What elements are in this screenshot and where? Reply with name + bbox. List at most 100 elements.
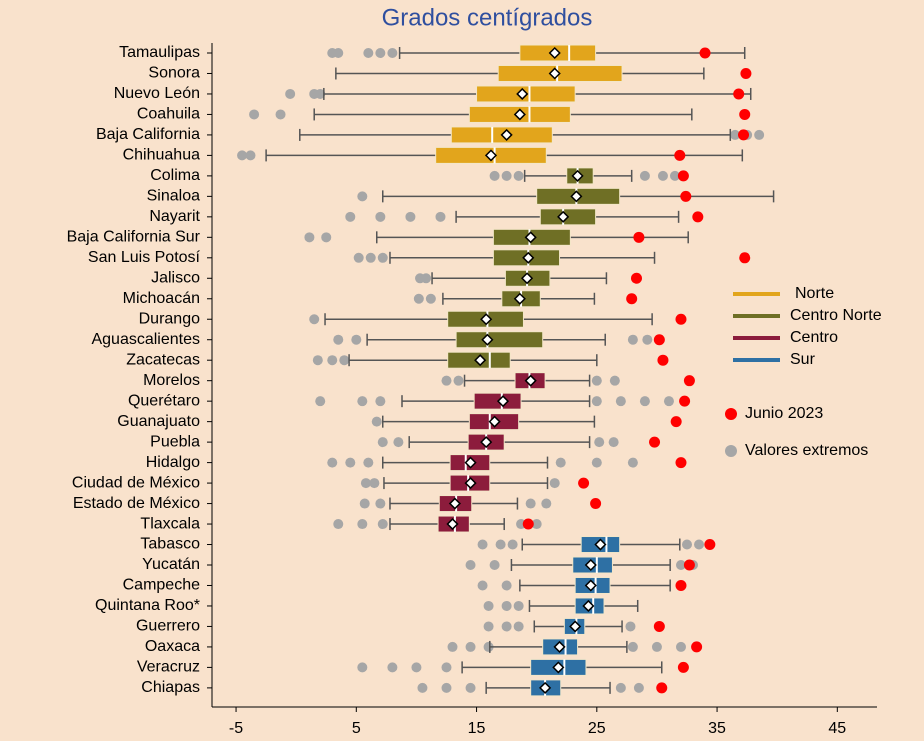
mean — [464, 456, 477, 469]
june-marker — [739, 108, 751, 120]
category-label: Veracruz — [137, 659, 200, 676]
mean — [480, 313, 493, 326]
outlier — [359, 498, 370, 509]
outlier — [501, 600, 512, 611]
outlier — [465, 682, 476, 693]
outlier — [327, 457, 338, 468]
outlier — [405, 211, 416, 222]
june-marker — [683, 375, 695, 387]
june-marker — [675, 457, 687, 469]
june-marker — [522, 518, 534, 530]
june-marker — [590, 498, 602, 510]
june-marker — [633, 231, 645, 243]
category-label: Sonora — [148, 65, 200, 82]
outlier — [375, 48, 386, 58]
outlier — [694, 539, 705, 550]
june-marker — [578, 477, 590, 489]
outlier — [483, 600, 494, 611]
outlier — [377, 437, 388, 448]
june-marker — [674, 149, 686, 161]
category-label: Chihuahua — [123, 147, 201, 164]
outlier — [615, 682, 626, 693]
outlier — [609, 375, 620, 386]
mean — [516, 87, 529, 101]
outlier — [377, 252, 388, 263]
outlier — [393, 437, 404, 448]
mean — [569, 620, 582, 633]
mean — [584, 579, 597, 592]
outlier — [531, 519, 542, 530]
outlier — [675, 560, 686, 570]
outlier — [327, 355, 338, 366]
outlier — [413, 293, 424, 304]
outlier — [371, 416, 382, 427]
category-label: Michoacán — [123, 290, 200, 307]
mean — [464, 477, 477, 490]
outlier — [441, 375, 452, 386]
chart-title: Grados centígrados — [382, 4, 593, 31]
outlier — [363, 457, 374, 468]
outlier — [345, 211, 356, 222]
mean — [522, 251, 535, 264]
mean — [500, 128, 513, 141]
legend-label: Centro — [790, 329, 838, 346]
outlier — [365, 252, 376, 263]
outlier — [495, 539, 506, 550]
outlier — [333, 48, 344, 58]
june-marker — [738, 129, 750, 141]
outlier — [675, 641, 686, 652]
outlier — [387, 48, 398, 58]
category-label: Sinaloa — [147, 188, 200, 205]
outlier — [513, 170, 524, 181]
category-label: Campeche — [123, 577, 200, 594]
outlier — [477, 539, 488, 550]
category-label: Tabasco — [140, 536, 200, 553]
mean — [480, 436, 493, 449]
mean — [513, 108, 526, 121]
outlier — [237, 150, 248, 161]
june-marker — [733, 88, 745, 100]
outlier — [639, 396, 650, 407]
june-marker — [675, 313, 687, 325]
outlier — [615, 396, 626, 407]
category-label: Chiapas — [141, 679, 200, 696]
category-label: San Luis Potosí — [88, 249, 201, 266]
category-label: Durango — [139, 310, 200, 327]
outlier — [633, 682, 644, 693]
category-label: Guanajuato — [117, 413, 200, 430]
legend-marker — [725, 408, 737, 420]
june-marker — [670, 416, 682, 428]
outlier — [345, 457, 356, 468]
mean — [446, 517, 459, 531]
outlier — [483, 621, 494, 632]
mean — [488, 415, 501, 428]
x-tick-label: -5 — [229, 720, 243, 737]
june-marker — [675, 579, 687, 591]
outlier — [321, 232, 332, 243]
outlier — [363, 48, 374, 58]
outlier — [417, 682, 428, 693]
outlier — [387, 662, 398, 673]
outlier — [453, 375, 464, 386]
june-marker — [704, 539, 716, 551]
mean — [513, 292, 526, 305]
category-label: Nayarit — [149, 208, 200, 225]
category-label: Colima — [150, 167, 200, 184]
outlier — [275, 109, 286, 120]
outlier — [375, 211, 386, 222]
outlier — [375, 498, 386, 509]
mean — [594, 538, 607, 551]
legend-label: Junio 2023 — [745, 405, 823, 422]
outlier — [525, 498, 536, 509]
mean — [548, 46, 561, 60]
outlier — [441, 662, 452, 673]
outlier — [309, 314, 320, 325]
june-marker — [679, 395, 691, 407]
category-label: Estado de México — [73, 495, 200, 512]
category-label: Tamaulipas — [119, 44, 200, 61]
mean — [521, 272, 534, 285]
mean — [496, 395, 510, 408]
june-marker — [739, 252, 751, 264]
outlier — [333, 334, 344, 345]
outlier — [249, 109, 260, 120]
